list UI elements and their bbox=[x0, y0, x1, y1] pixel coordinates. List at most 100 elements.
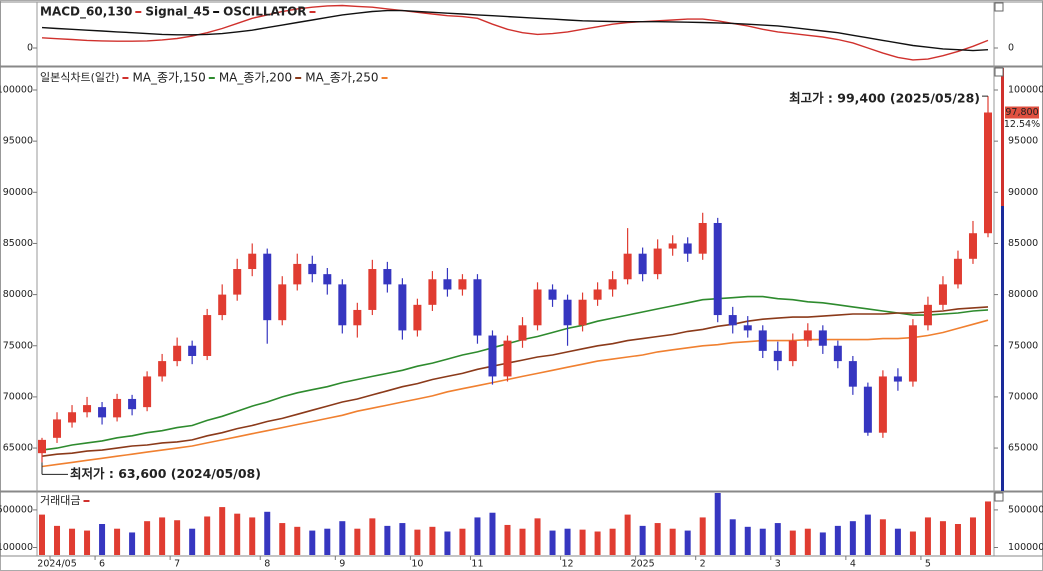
volume-bar bbox=[264, 511, 271, 555]
panel-button[interactable] bbox=[994, 492, 1004, 502]
candle-body bbox=[848, 361, 857, 387]
candle-body bbox=[548, 289, 557, 300]
candle-body bbox=[443, 279, 452, 290]
x-tick-label: 12 bbox=[562, 559, 574, 570]
candle-body bbox=[803, 330, 812, 341]
candle-body bbox=[173, 345, 182, 362]
volume-bar bbox=[789, 530, 796, 555]
volume-bar bbox=[879, 519, 886, 555]
volume-bar bbox=[609, 528, 616, 555]
low-annotation: 최저가 : 63,600 (2024/05/08) bbox=[70, 466, 261, 481]
volume-bar bbox=[699, 517, 706, 555]
candle-body bbox=[893, 376, 902, 382]
x-tick-label: 11 bbox=[471, 559, 483, 570]
candle-body bbox=[668, 243, 677, 249]
x-tick-label: 2024/05 bbox=[37, 559, 76, 570]
x-tick-label: 4 bbox=[850, 559, 856, 570]
legend-label: MA_종가,150 bbox=[132, 71, 205, 85]
panel-button[interactable] bbox=[994, 2, 1004, 12]
candle-body bbox=[503, 340, 512, 377]
candle-body bbox=[578, 299, 587, 326]
volume-bar bbox=[639, 525, 646, 555]
volume-bar bbox=[219, 507, 226, 555]
candle-body bbox=[263, 253, 272, 321]
candle-body bbox=[158, 361, 167, 377]
volume-bar bbox=[384, 525, 391, 555]
candle-body bbox=[428, 279, 437, 305]
candle-body bbox=[113, 398, 122, 418]
volume-bar bbox=[939, 521, 946, 555]
y-tick-label-right: 90000 bbox=[1008, 187, 1038, 198]
last-price-box bbox=[1005, 106, 1039, 119]
candle-body bbox=[38, 439, 46, 454]
volume-bar bbox=[54, 525, 61, 555]
volume-bar bbox=[39, 514, 45, 555]
volume-bar bbox=[354, 528, 361, 555]
candle-body bbox=[518, 325, 527, 341]
x-tick-label: 3 bbox=[775, 559, 781, 570]
price-panel bbox=[0, 66, 1043, 492]
macd-line bbox=[41, 9, 989, 52]
volume-bar bbox=[744, 526, 751, 555]
moving-average bbox=[41, 295, 989, 451]
volume-bar bbox=[459, 528, 466, 555]
candle-body bbox=[593, 289, 602, 300]
candle-body bbox=[353, 309, 362, 326]
panel-button[interactable] bbox=[994, 67, 1004, 77]
candle-body bbox=[338, 284, 347, 326]
candle-body bbox=[713, 222, 722, 316]
candle-body bbox=[788, 340, 797, 362]
candle-body bbox=[638, 253, 647, 275]
chart-title: 일본식차트(일간) bbox=[40, 70, 119, 84]
volume-bar bbox=[339, 521, 346, 555]
range-bar-down bbox=[1001, 206, 1004, 491]
y-tick-label: 80000 bbox=[3, 289, 33, 300]
candle-body bbox=[833, 345, 842, 362]
volume-panel bbox=[0, 491, 1043, 557]
candle-body bbox=[653, 248, 662, 275]
volume-bar bbox=[684, 530, 691, 555]
candle-body bbox=[488, 335, 497, 377]
volume-bar bbox=[534, 518, 541, 555]
candle-body bbox=[53, 419, 62, 438]
volume-bar bbox=[129, 532, 136, 555]
candle-body bbox=[218, 294, 227, 316]
candle-body bbox=[698, 222, 707, 254]
candle-body bbox=[938, 284, 947, 305]
volume-bar bbox=[474, 517, 481, 555]
volume-bar bbox=[969, 517, 976, 555]
volume-bar bbox=[774, 523, 781, 555]
candle-body bbox=[98, 407, 107, 418]
y-tick-label-right: 70000 bbox=[1008, 391, 1038, 402]
last-price-label: 97,800 bbox=[1005, 107, 1038, 118]
candle-body bbox=[128, 398, 137, 410]
legend-label: Signal_45 bbox=[145, 5, 210, 20]
candle-body bbox=[323, 274, 332, 285]
volume-bar bbox=[985, 501, 991, 555]
y-tick-label-right: 75000 bbox=[1008, 340, 1038, 351]
candle-body bbox=[533, 289, 542, 326]
candle-body bbox=[398, 284, 407, 331]
volume-bar bbox=[519, 528, 526, 555]
volume-bar bbox=[159, 517, 166, 555]
candle-body bbox=[188, 345, 197, 356]
candle-body bbox=[68, 412, 77, 423]
volume-bar bbox=[849, 521, 856, 555]
x-tick-label: 10 bbox=[411, 559, 423, 570]
volume-bar bbox=[729, 519, 736, 555]
y-tick-label-right: 500000 bbox=[1008, 504, 1043, 515]
y-tick-label: 100000 bbox=[0, 84, 33, 95]
change-label: 12.54% bbox=[1004, 119, 1040, 130]
moving-average bbox=[41, 306, 989, 457]
candle-body bbox=[863, 386, 872, 433]
y-tick-label-right: 95000 bbox=[1008, 136, 1038, 147]
y-tick-label: 70000 bbox=[3, 391, 33, 402]
volume-bar bbox=[759, 528, 766, 555]
moving-average bbox=[41, 319, 989, 468]
candle-body bbox=[458, 279, 467, 290]
y-tick-label: 500000 bbox=[0, 504, 33, 515]
legend-label: OSCILLATOR bbox=[223, 5, 306, 19]
x-tick-label: 5 bbox=[925, 559, 931, 570]
volume-bar bbox=[624, 514, 631, 555]
volume-bar bbox=[504, 524, 511, 555]
